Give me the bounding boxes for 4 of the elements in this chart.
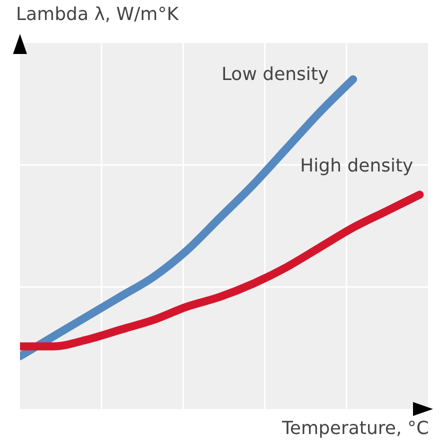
series-label: High density (300, 156, 414, 177)
series-label: Low density (221, 64, 329, 86)
y-axis-title: Lambda λ, W/m°K (16, 4, 178, 25)
x-axis-title: Temperature, °C (282, 418, 429, 439)
